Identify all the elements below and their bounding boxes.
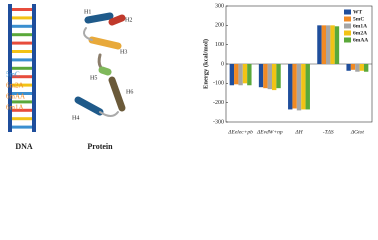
bar <box>276 64 281 89</box>
bar <box>288 64 293 110</box>
rung <box>12 41 32 45</box>
y-tick-label: 300 <box>215 3 224 9</box>
bar <box>258 64 264 88</box>
bar <box>271 64 277 91</box>
rung <box>12 8 32 11</box>
legend-swatch <box>344 9 351 15</box>
bar <box>355 64 360 72</box>
helix-label: H4 <box>72 115 79 121</box>
rung <box>12 100 32 104</box>
helix-label: H6 <box>126 89 133 95</box>
bar <box>330 25 335 64</box>
rung <box>12 16 32 20</box>
rung <box>12 83 32 87</box>
y-tick-label: 0 <box>221 61 224 67</box>
bar <box>321 25 327 64</box>
helix-label: H1 <box>84 9 91 15</box>
rung <box>12 108 32 112</box>
dna-ladder <box>8 4 36 132</box>
bar <box>242 64 248 84</box>
bar-chart: -300 -200 -100 0 100 200 300 Energy (kcal/mol) Δ… <box>202 3 373 135</box>
y-tick-label: -100 <box>213 81 224 87</box>
bar <box>296 64 302 111</box>
legend-swatch <box>344 30 351 36</box>
y-tick-label: -200 <box>213 100 224 106</box>
rung <box>12 50 32 53</box>
legend-label: 6m1A <box>353 23 367 29</box>
bar <box>305 64 310 110</box>
rung <box>12 92 32 95</box>
x-tick-label: ΔGtot <box>350 129 364 135</box>
dna-title: DNA <box>15 142 33 151</box>
legend-label: 6m2A <box>353 30 367 36</box>
page: {"diagram":{"dna_labels":["5mC","6m2A","… <box>6 3 373 151</box>
bar <box>334 26 340 64</box>
dna-label: 5mC <box>6 71 20 79</box>
bar <box>346 64 351 71</box>
rung <box>12 24 32 28</box>
bar <box>317 25 322 64</box>
rung <box>12 58 32 62</box>
legend-label: WT <box>353 9 363 15</box>
helix-label: H5 <box>90 75 97 81</box>
rung <box>12 75 32 79</box>
bar <box>247 64 252 86</box>
y-tick-label: -300 <box>213 119 224 125</box>
x-tick-label: ΔEelec+pb <box>227 129 253 135</box>
protein <box>74 12 126 117</box>
dna-label: 6m1A <box>6 104 24 112</box>
dna-label: 6mAA <box>6 93 25 101</box>
protein-title: Protein <box>87 142 113 151</box>
legend-swatch <box>344 23 351 29</box>
legend-swatch <box>344 37 351 43</box>
bar <box>267 64 272 90</box>
y-tick-label: 200 <box>215 23 224 29</box>
bar <box>350 64 356 70</box>
dna-label: 6m2A <box>6 82 24 90</box>
bar <box>301 64 306 110</box>
rung <box>12 117 32 121</box>
rung <box>12 66 32 70</box>
bar <box>359 64 364 71</box>
legend-label: 5mC <box>353 16 364 22</box>
bar <box>292 64 297 109</box>
x-tick-label: -TΔS <box>323 129 334 135</box>
bar <box>229 64 235 86</box>
bar <box>263 64 268 89</box>
y-axis-label: Energy (kcal/mol) <box>202 39 209 89</box>
bar <box>326 25 331 64</box>
figure: 5mC 6m2A 6mAA 6m1A DNA H1 H2 H3 H4 H5 H6… <box>6 3 373 151</box>
bar <box>234 64 239 85</box>
bar <box>363 64 369 72</box>
rung <box>12 33 32 37</box>
x-tick-label: ΔEvdW+np <box>256 129 283 135</box>
y-tick-label: 100 <box>215 42 224 48</box>
legend-swatch <box>344 16 351 22</box>
legend-label: 6mAA <box>353 37 368 43</box>
helix-label: H3 <box>120 49 127 55</box>
x-tick-label: ΔH <box>294 129 303 135</box>
helix-label: H2 <box>125 17 132 23</box>
bar <box>238 64 243 86</box>
rung <box>12 125 32 129</box>
